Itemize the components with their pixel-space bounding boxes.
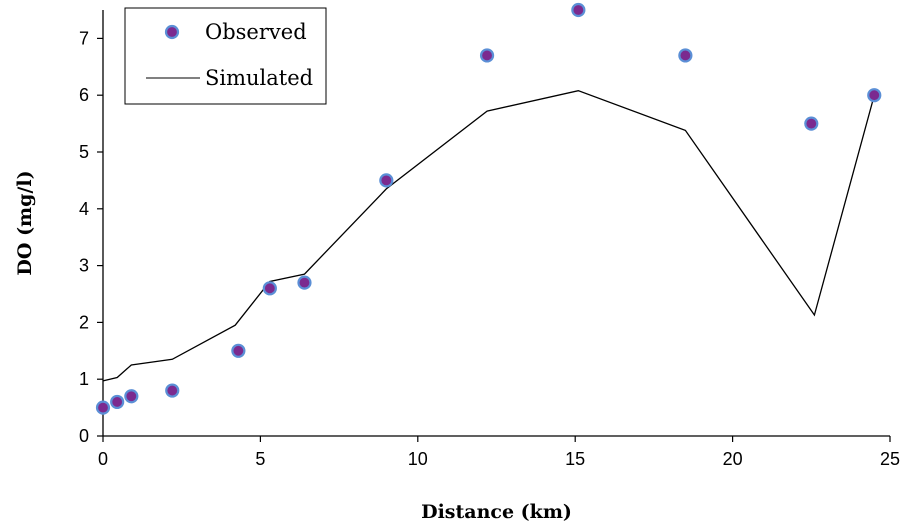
x-tick-label: 15 [565, 449, 585, 469]
observed-point [95, 400, 111, 415]
legend-box [124, 7, 327, 105]
observed-point [867, 88, 882, 103]
simulated-series-line [102, 90, 875, 382]
y-tick-label: 6 [79, 85, 89, 105]
observed-point [262, 281, 277, 296]
observed-point [479, 48, 495, 63]
x-tick-label: 10 [408, 449, 428, 469]
y-tick-label: 1 [79, 369, 89, 389]
legend: Observed Simulated [124, 7, 327, 105]
legend-observed-marker [164, 24, 180, 40]
x-tick-label: 0 [98, 449, 108, 469]
y-tick-label: 7 [79, 28, 89, 48]
x-tick-label: 5 [255, 449, 265, 469]
x-axis-title: Distance (km) [421, 501, 572, 523]
y-ticks: 0 1 2 3 4 5 6 7 [79, 28, 103, 446]
observed-point [124, 389, 139, 404]
observed-point [379, 173, 394, 188]
y-tick-label: 0 [79, 426, 89, 446]
observed-point [110, 394, 125, 410]
axes [102, 10, 890, 437]
observed-point [165, 383, 180, 398]
legend-simulated-label: Simulated [205, 66, 313, 90]
y-axis-title: DO (mg/l) [14, 170, 36, 275]
y-tick-label: 4 [79, 199, 89, 219]
x-tick-label: 25 [880, 449, 900, 469]
y-tick-label: 3 [79, 256, 89, 276]
plot-series [95, 2, 882, 415]
observed-point [678, 48, 693, 63]
y-tick-label: 5 [79, 142, 89, 162]
x-ticks: 0 5 10 15 20 25 [98, 436, 900, 469]
x-tick-label: 20 [723, 449, 743, 469]
y-tick-label: 2 [79, 312, 89, 332]
legend-observed-label: Observed [205, 20, 307, 44]
observed-point [804, 116, 819, 131]
observed-point [571, 2, 586, 18]
observed-point [231, 343, 246, 358]
observed-point [297, 275, 312, 290]
